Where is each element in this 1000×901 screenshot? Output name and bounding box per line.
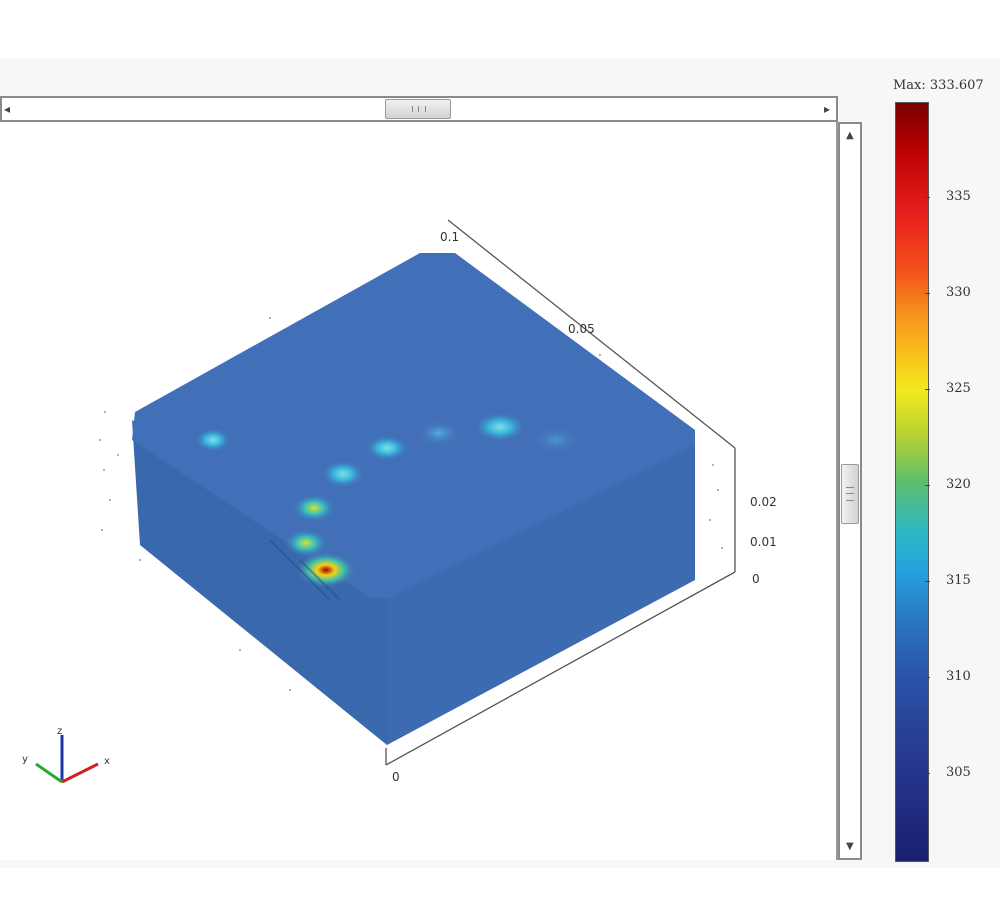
legend-tickmark [925, 197, 930, 198]
legend-tickmark [925, 389, 930, 390]
legend-tick-label: 330 [946, 285, 971, 300]
scroll-right-arrow-icon[interactable]: ▸ [823, 102, 830, 116]
scroll-up-arrow-icon[interactable]: ▲ [846, 130, 854, 141]
axis-label-0-02: 0.02 [750, 495, 777, 509]
legend-tick-label: 325 [946, 381, 971, 396]
grip-icon [412, 106, 426, 112]
legend-tickmark [925, 773, 930, 774]
color-legend-bar [895, 102, 929, 862]
triad-label-z: z [57, 726, 63, 737]
legend-tickmark [925, 293, 930, 294]
axis-label-0-1: 0.1 [440, 230, 460, 244]
legend-tick-label: 305 [946, 765, 971, 780]
axis-label-0-right: 0 [752, 572, 760, 586]
horizontal-scroll-thumb[interactable] [385, 99, 451, 119]
model-render [35, 219, 736, 784]
legend-tick-label: 320 [946, 477, 971, 492]
legend-tickmark [925, 677, 930, 678]
legend-max-label: Max: 333.607 [893, 78, 984, 93]
axis-label-0-05: 0.05 [568, 322, 595, 336]
temperature-spots [195, 412, 580, 601]
legend-tick-label: 310 [946, 669, 971, 684]
axis-box-lines [385, 219, 736, 766]
grip-icon [846, 487, 854, 501]
legend-tickmark [925, 581, 930, 582]
triad-label-y: y [22, 754, 28, 765]
scroll-down-arrow-icon[interactable]: ▼ [846, 841, 854, 852]
vertical-scrollbar[interactable]: ▲ ▼ [838, 122, 862, 860]
axis-label-0-bottom: 0 [392, 770, 400, 784]
legend-tickmark [925, 485, 930, 486]
axis-label-0-01: 0.01 [750, 535, 777, 549]
triad-label-x: x [104, 756, 110, 767]
block-model [132, 253, 695, 745]
coordinate-triad-icon [35, 735, 99, 784]
horizontal-scrollbar[interactable]: ◂ ▸ [0, 96, 838, 122]
vertical-scroll-thumb[interactable] [841, 464, 859, 524]
scroll-left-arrow-icon[interactable]: ◂ [4, 102, 11, 116]
legend-tick-label: 315 [946, 573, 971, 588]
legend-tick-label: 335 [946, 189, 971, 204]
grid-points [99, 317, 723, 691]
